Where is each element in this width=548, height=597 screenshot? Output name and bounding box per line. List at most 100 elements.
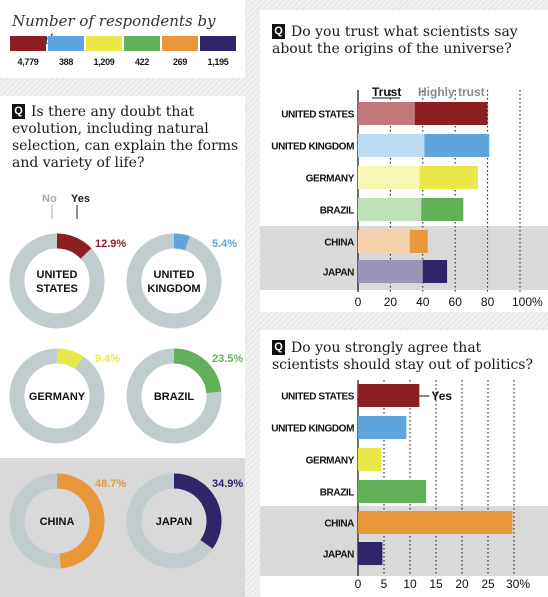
category-label-united-kingdom: UNITED KINGDOM [271,424,354,435]
legend-swatch [86,36,122,51]
donut-germany: GERMANY 9.4% [9,348,120,444]
q3-marker: Q [272,340,285,355]
q1-marker: Q [12,104,25,119]
q2-panel: Q Do you trust what scientists say about … [260,10,548,312]
bar-brazil-highly-trust [421,198,464,221]
bar-japan-yes [358,542,383,565]
q1-question-text: Is there any doubt that evolution, inclu… [12,104,239,171]
bar-united-states-yes [358,384,420,407]
donut-value-label: 5.4% [212,238,237,250]
x-tick-label: 10 [403,577,417,591]
x-tick-label: 60 [449,295,463,309]
category-label-united-states: UNITED STATES [281,110,354,121]
legend-count: 4,779 [17,57,39,67]
bar-germany-highly-trust [419,166,478,189]
x-tick-label: 40 [416,295,430,309]
donut-country-label: JAPAN [156,516,193,528]
category-label-germany: GERMANY [306,174,355,185]
donut-united-states: UNITED STATES 12.9% [9,233,126,329]
donut-slice-yes [173,473,222,549]
category-label-brazil: BRAZIL [320,206,355,217]
bar-united-states-trust [358,102,415,125]
donut-value-label: 9.4% [95,353,120,365]
legend-swatches: 4,779 388 1,209 422 269 1,195 [10,36,236,67]
legend-count: 269 [172,57,188,67]
donut-country-label: UNITED [37,269,78,281]
x-tick-label: 30% [506,577,530,591]
trust-series-label: Trust [372,85,401,99]
donut-japan: JAPAN 34.9% [126,473,243,569]
donut-track [126,233,222,329]
bar-united-kingdom-yes [358,416,407,439]
bar-united-kingdom-trust [358,134,425,157]
q3-question-text: Do you strongly agree that scientists sh… [272,340,533,373]
legend-item-united-kingdom: 388 [48,36,84,67]
q1-panel: Q Is there any doubt that evolution, incl… [0,96,245,597]
legend-panel: Number of respondents by country 4,77938… [0,0,245,78]
legend-swatch [10,36,46,51]
legend-swatch [48,36,84,51]
no-label: No [42,193,57,205]
category-label-japan: JAPAN [323,550,354,561]
bar-japan-highly-trust [422,260,448,283]
donut-charts: No Yes UNITED STATES 12.9% UNITED KINGDOM 5.4… [0,193,245,597]
bar-china-trust [358,230,410,253]
bar-china-yes [358,511,513,534]
legend-item-germany: 1,209 [86,36,122,67]
donut-slice-yes [56,348,84,370]
x-tick-label: 100% [512,295,543,309]
legend-count: 1,209 [93,57,115,67]
q2-question: Q Do you trust what scientists say about … [272,24,540,58]
bar-united-kingdom-highly-trust [424,134,490,157]
bar-germany-yes [358,448,382,471]
donut-united-kingdom: UNITED KINGDOM 5.4% [126,233,237,329]
x-tick-label: 15 [429,577,443,591]
x-tick-label: 20 [384,295,398,309]
legend-count: 388 [58,57,74,67]
donut-slice-yes [56,473,105,569]
highly-trust-series-label: Highly trust [418,85,485,99]
q1-question: Q Is there any doubt that evolution, incl… [12,104,240,172]
q2-marker: Q [272,24,285,39]
donut-china: CHINA 48.7% [9,473,126,569]
donut-country-label: STATES [36,283,78,295]
politics-bar-chart: 0 5 10 15 20 25 30% UNITED STATES UNITED KINGDOM… [260,380,548,591]
legend-swatch [162,36,198,51]
bar-china-highly-trust [409,230,428,253]
x-tick-label: 80 [481,295,495,309]
donut-brazil: BRAZIL 23.5% [126,348,243,444]
donut-slice-yes [56,233,92,259]
bar-japan-trust [358,260,423,283]
legend-count: 1,195 [207,57,229,67]
category-label-united-states: UNITED STATES [281,392,354,403]
bar-brazil-trust [358,198,422,221]
yes-series-label: Yes [431,389,452,403]
donut-value-label: 48.7% [95,478,126,490]
donut-country-label: BRAZIL [154,391,195,403]
category-label-united-kingdom: UNITED KINGDOM [271,142,354,153]
legend-swatch [200,36,236,51]
bar-brazil-yes [358,480,427,503]
donut-country-label: KINGDOM [147,283,200,295]
q2-question-text: Do you trust what scientists say about t… [272,24,518,57]
legend-count: 422 [134,57,150,67]
trust-bar-chart: 0 20 40 60 80 100% UNITED STATES UNITED KINGDOM… [260,85,548,309]
donut-slice-yes [173,233,190,251]
donut-country-label: GERMANY [29,391,86,403]
q3-question: Q Do you strongly agree that scientists s… [272,340,540,374]
donut-value-label: 34.9% [212,478,243,490]
donut-country-label: CHINA [40,516,75,528]
x-tick-label: 25 [481,577,495,591]
donut-country-label: UNITED [154,269,195,281]
yes-label: Yes [71,193,90,205]
x-tick-label: 0 [355,577,362,591]
category-label-brazil: BRAZIL [320,488,355,499]
donut-value-label: 23.5% [212,353,243,365]
category-label-japan: JAPAN [323,268,354,279]
legend-swatch [124,36,160,51]
category-label-china: CHINA [324,238,354,249]
category-label-china: CHINA [324,519,354,530]
category-label-germany: GERMANY [306,456,355,467]
bar-germany-trust [358,166,420,189]
x-tick-label: 20 [455,577,469,591]
